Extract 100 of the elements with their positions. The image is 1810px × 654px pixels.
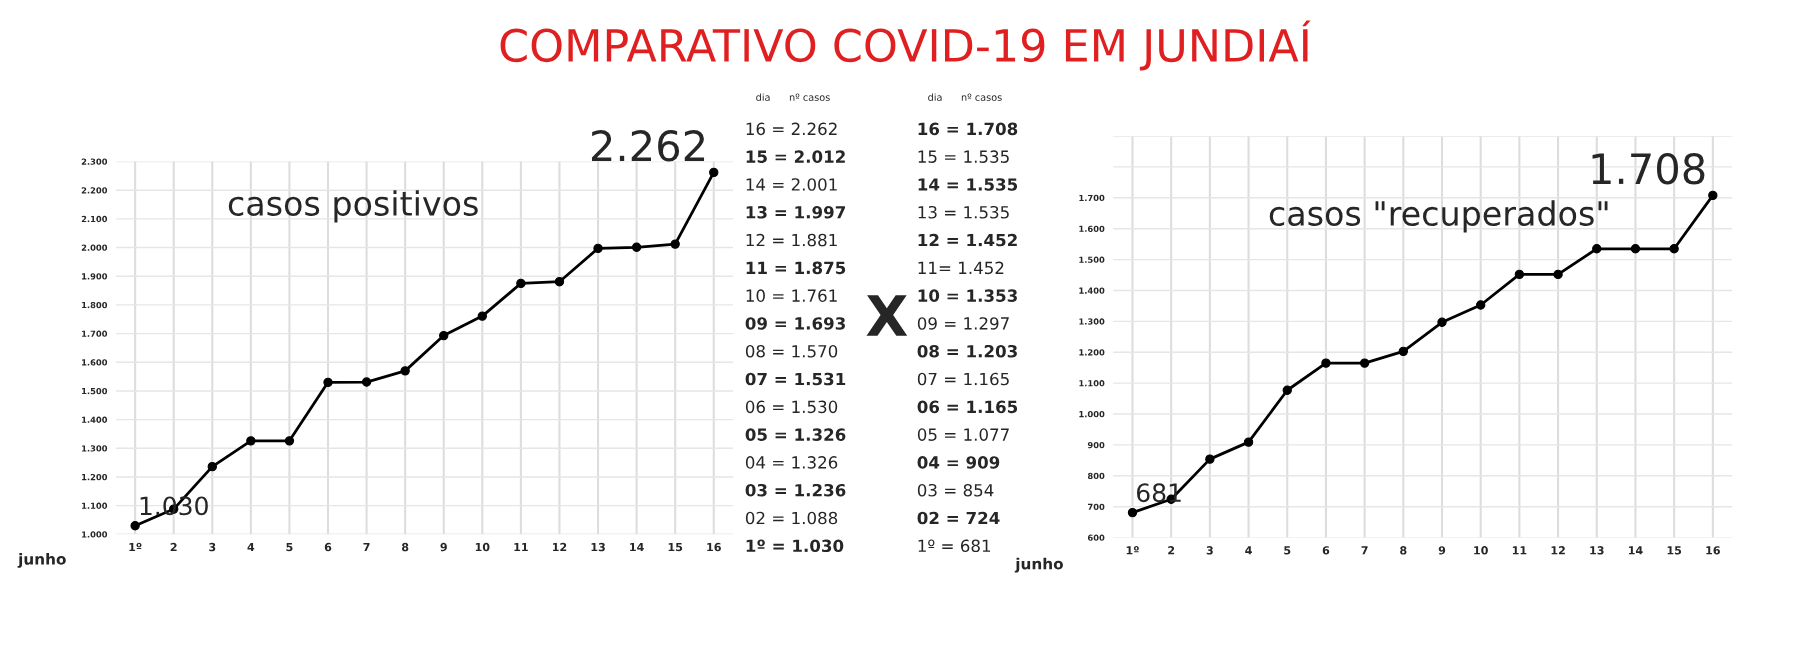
- x-tick-label: 14: [1628, 546, 1643, 555]
- point: [284, 436, 295, 446]
- point: [1437, 317, 1447, 327]
- x-tick-label: 1º: [129, 542, 142, 552]
- point: [1514, 269, 1525, 280]
- point: [631, 242, 642, 252]
- y-tick-label: 1.000: [1079, 411, 1105, 418]
- y-tick-label: 2.300: [81, 158, 108, 165]
- y-tick-label: 800: [1087, 472, 1105, 480]
- x-tick-label: 15: [668, 542, 683, 552]
- point: [207, 461, 217, 472]
- x-tick-label: 16: [707, 542, 721, 552]
- text: COMPARATIVO COVID-19 EM JUNDIAÍ: [500, 20, 1311, 71]
- point: [477, 311, 487, 321]
- x-tick-label: 6: [1322, 546, 1330, 555]
- point: [1127, 507, 1138, 518]
- text: 04 = 1.326: [745, 456, 838, 469]
- x-tick-label: 13: [591, 542, 605, 552]
- x-tick-label: 9: [440, 542, 447, 552]
- x-tick-label: 12: [552, 542, 567, 552]
- y-tick-label: 2.200: [81, 187, 108, 194]
- point: [1553, 269, 1563, 280]
- text: 15 = 2.012: [746, 150, 845, 163]
- point: [516, 278, 526, 289]
- text: 14 = 1.535: [918, 178, 1018, 191]
- text: casos positivos: [228, 190, 478, 223]
- text: 03 = 854: [917, 483, 994, 497]
- text: 07 = 1.165: [917, 372, 1009, 386]
- y-tick-label: 1.600: [1079, 225, 1105, 232]
- y-tick-label: 1.500: [82, 387, 108, 395]
- x-tick-label: 5: [1284, 546, 1291, 555]
- point: [1708, 190, 1718, 201]
- point: [246, 436, 256, 446]
- text: 12 = 1.452: [918, 233, 1017, 247]
- text: 10 = 1.761: [746, 289, 837, 302]
- y-tick-label: 900: [1087, 441, 1105, 449]
- point: [1398, 346, 1409, 357]
- text: 10 = 1.353: [918, 289, 1017, 302]
- annotation: 2.262: [591, 130, 705, 162]
- text: 06 = 1.530: [745, 400, 838, 414]
- text: 09 = 1.297: [917, 317, 1009, 330]
- point: [1476, 300, 1486, 310]
- annotation: 1.708: [1592, 152, 1705, 185]
- text: 04 = 909: [917, 456, 1000, 469]
- text: 09 = 1.693: [745, 317, 845, 330]
- text: dia nº casos: [756, 93, 830, 101]
- x-tick-label: 6: [324, 542, 332, 552]
- x-tick-label: 2: [1168, 546, 1175, 555]
- point: [1592, 244, 1602, 254]
- text: 08 = 1.570: [745, 344, 838, 358]
- y-tick-label: 1.500: [1079, 256, 1105, 263]
- text: 07 = 1.531: [745, 372, 846, 386]
- text: 05 = 1.326: [745, 428, 846, 441]
- text: 05 = 1.077: [917, 428, 1009, 441]
- y-tick-label: 1.100: [1079, 380, 1105, 387]
- point: [1205, 454, 1215, 464]
- text: 16 = 2.262: [746, 122, 837, 136]
- y-tick-label: 1.400: [1079, 287, 1105, 294]
- x-axis-title: junho: [1014, 557, 1063, 573]
- x-tick-label: 15: [1667, 546, 1682, 555]
- text: 13 = 1.535: [918, 205, 1009, 219]
- text: 11= 1.452: [918, 261, 1004, 275]
- point: [1359, 358, 1370, 368]
- text: 02 = 724: [917, 511, 1000, 525]
- x-tick-label: 13: [1590, 546, 1604, 555]
- x-tick-label: 11: [1512, 546, 1527, 555]
- x-tick-label: 3: [209, 542, 216, 552]
- point: [1669, 244, 1679, 254]
- point: [439, 330, 449, 341]
- text: 12 = 1.881: [746, 233, 837, 247]
- x-tick-label: 9: [1438, 546, 1446, 555]
- text: dia nº casos: [928, 93, 1002, 101]
- point: [554, 277, 565, 287]
- x-tick-label: 12: [1551, 546, 1565, 555]
- point: [1630, 244, 1641, 254]
- x-tick-label: 11: [514, 542, 528, 552]
- x-tick-label: 7: [1361, 546, 1368, 555]
- x-tick-label: 14: [630, 542, 644, 552]
- text: X: [866, 295, 908, 336]
- text: 16 = 1.708: [918, 122, 1018, 136]
- y-tick-label: 1.300: [1079, 318, 1105, 325]
- point: [1321, 358, 1331, 368]
- x-tick-label: 10: [1474, 546, 1488, 555]
- text: 13 = 1.997: [746, 205, 845, 219]
- text: 08 = 1.203: [917, 344, 1017, 358]
- text: 03 = 1.236: [745, 483, 846, 497]
- point: [1282, 385, 1292, 395]
- text: 15 = 1.535: [918, 150, 1009, 163]
- y-tick-label: 1.400: [82, 416, 108, 423]
- x-tick-label: 16: [1706, 546, 1720, 555]
- y-tick-label: 1.200: [1079, 349, 1105, 356]
- point: [709, 167, 719, 178]
- text: 1º = 681: [918, 539, 991, 553]
- x-tick-label: 8: [401, 542, 409, 552]
- x-tick-label: 3: [1206, 546, 1213, 555]
- point: [323, 377, 333, 388]
- text: 02 = 1.088: [745, 511, 838, 525]
- y-tick-label: 700: [1087, 503, 1105, 510]
- x-tick-label: 1º: [1126, 546, 1139, 555]
- text: 11 = 1.875: [746, 261, 846, 275]
